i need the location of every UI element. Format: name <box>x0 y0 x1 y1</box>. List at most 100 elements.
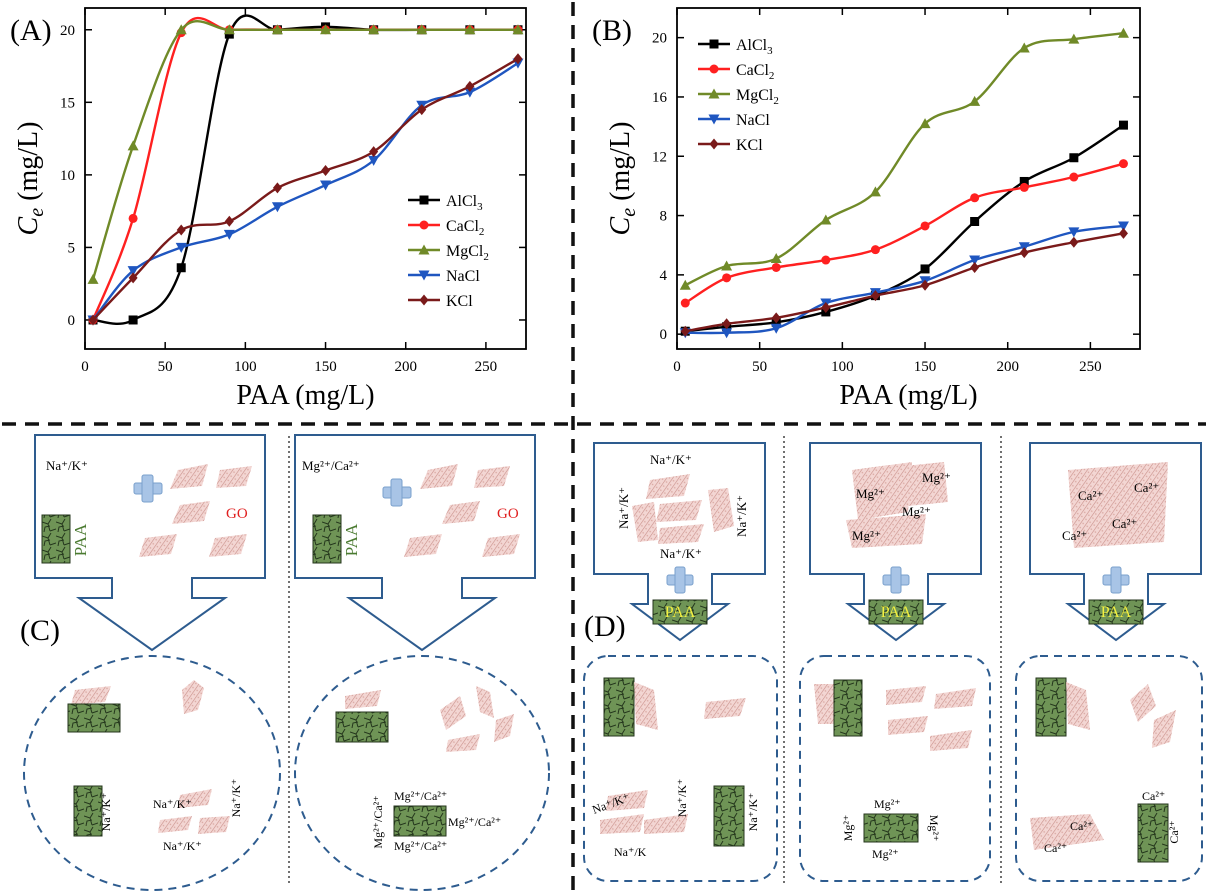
data-point <box>1069 236 1079 248</box>
data-point <box>722 318 732 330</box>
ion-label: Ca²⁺ <box>1167 820 1181 843</box>
paa-block <box>312 514 342 564</box>
data-point <box>1069 172 1079 182</box>
go-sheets <box>404 464 520 557</box>
data-point <box>920 264 930 274</box>
y-tick-label: 4 <box>660 268 668 284</box>
data-point <box>821 255 831 265</box>
data-point <box>1068 33 1080 44</box>
x-tick-label: 250 <box>475 359 498 375</box>
y-tick-label: 0 <box>68 313 76 329</box>
x-axis-label: PAA (mg/L) <box>236 380 374 411</box>
data-point <box>419 195 429 205</box>
data-point <box>465 80 475 92</box>
data-point <box>1069 153 1079 163</box>
paa-block <box>603 677 635 737</box>
data-point <box>87 273 99 284</box>
data-point <box>418 270 430 281</box>
data-point <box>369 146 379 158</box>
data-point <box>128 272 138 284</box>
paa-label: PAA <box>1101 604 1132 621</box>
data-point <box>88 314 98 326</box>
x-tick-label: 250 <box>1079 359 1102 375</box>
series-line <box>685 224 1124 335</box>
plus-icon <box>133 474 163 503</box>
data-point <box>771 262 781 272</box>
legend-label: MgCl2 <box>446 243 489 263</box>
ion-label: Mg²⁺ <box>927 815 941 842</box>
paa-block <box>652 599 708 625</box>
legend-label: AlCl3 <box>736 37 773 57</box>
x-tick-label: 200 <box>996 359 1019 375</box>
data-point <box>127 140 139 151</box>
data-point <box>176 224 186 236</box>
y-tick-label: 20 <box>60 23 75 39</box>
data-point <box>709 39 719 49</box>
series-line <box>684 32 1124 287</box>
panel-label-a: (A) <box>10 14 52 47</box>
ion-label: Na⁺/K⁺ <box>650 452 692 467</box>
data-point <box>708 88 720 99</box>
data-point <box>970 216 980 226</box>
data-point <box>1117 27 1129 38</box>
paa-block <box>1137 803 1169 863</box>
ion-label: Na⁺/K⁺ <box>734 495 749 537</box>
paa-label: PAA <box>71 523 90 556</box>
data-point <box>1018 42 1030 53</box>
ion-label: Na⁺/K⁺ <box>660 546 702 561</box>
legend-label: AlCl3 <box>446 193 483 213</box>
y-tick-label: 0 <box>660 327 668 343</box>
ion-label: Na⁺/K⁺ <box>229 779 243 818</box>
plus-icon <box>666 566 694 594</box>
data-point <box>1019 182 1029 192</box>
data-point <box>721 260 733 271</box>
data-point <box>419 294 429 306</box>
paa-block <box>335 711 389 743</box>
data-point <box>709 64 719 74</box>
schematic-c: (C) Na⁺/K⁺ PAA GO Na⁺/K⁺ Na⁺/K⁺ Na⁺/K⁺ N… <box>20 434 550 891</box>
legend-label: MgCl2 <box>736 87 779 107</box>
go-label: GO <box>497 506 519 522</box>
x-axis-label: PAA (mg/L) <box>839 380 977 411</box>
y-tick-label: 15 <box>60 95 75 111</box>
series-line <box>685 124 1125 333</box>
data-point <box>321 165 331 177</box>
data-point <box>1068 227 1080 238</box>
ion-label: Ca²⁺ <box>1062 528 1087 543</box>
data-point <box>680 298 690 308</box>
data-point <box>870 245 880 255</box>
data-point <box>419 220 429 230</box>
legend-label: NaCl <box>446 268 480 285</box>
ion-label: Ca²⁺ <box>1070 819 1093 833</box>
ion-label: Mg²⁺ <box>922 470 951 485</box>
paa-block <box>73 785 103 837</box>
ion-label: Ca²⁺ <box>1112 516 1137 531</box>
data-point <box>417 104 427 116</box>
paa-block <box>67 703 121 733</box>
plus-icon <box>1102 566 1130 594</box>
x-tick-label: 150 <box>314 359 337 375</box>
panel-label-b: (B) <box>592 14 632 47</box>
data-point <box>821 301 831 313</box>
data-point <box>1019 176 1029 186</box>
data-point <box>223 24 235 35</box>
y-tick-label: 5 <box>68 240 76 256</box>
paa-block <box>868 599 924 625</box>
y-tick-label: 8 <box>660 209 668 225</box>
data-point <box>320 180 332 191</box>
ion-label: Ca²⁺ <box>1134 480 1159 495</box>
data-point <box>920 279 930 291</box>
x-tick-label: 50 <box>752 359 767 375</box>
y-tick-label: 12 <box>652 149 667 165</box>
data-point <box>368 24 380 35</box>
paa-label: PAA <box>665 604 696 621</box>
paa-block <box>713 785 745 847</box>
ion-label: Mg²⁺ <box>852 528 881 543</box>
x-tick-label: 0 <box>81 359 89 375</box>
data-point <box>127 266 139 277</box>
ion-label: Mg²⁺ <box>872 847 899 861</box>
legend-label: KCl <box>446 293 473 310</box>
ion-label: Ca²⁺ <box>1078 488 1103 503</box>
data-point <box>919 118 931 129</box>
ion-label-c-left: Na⁺/K⁺ <box>46 458 88 473</box>
